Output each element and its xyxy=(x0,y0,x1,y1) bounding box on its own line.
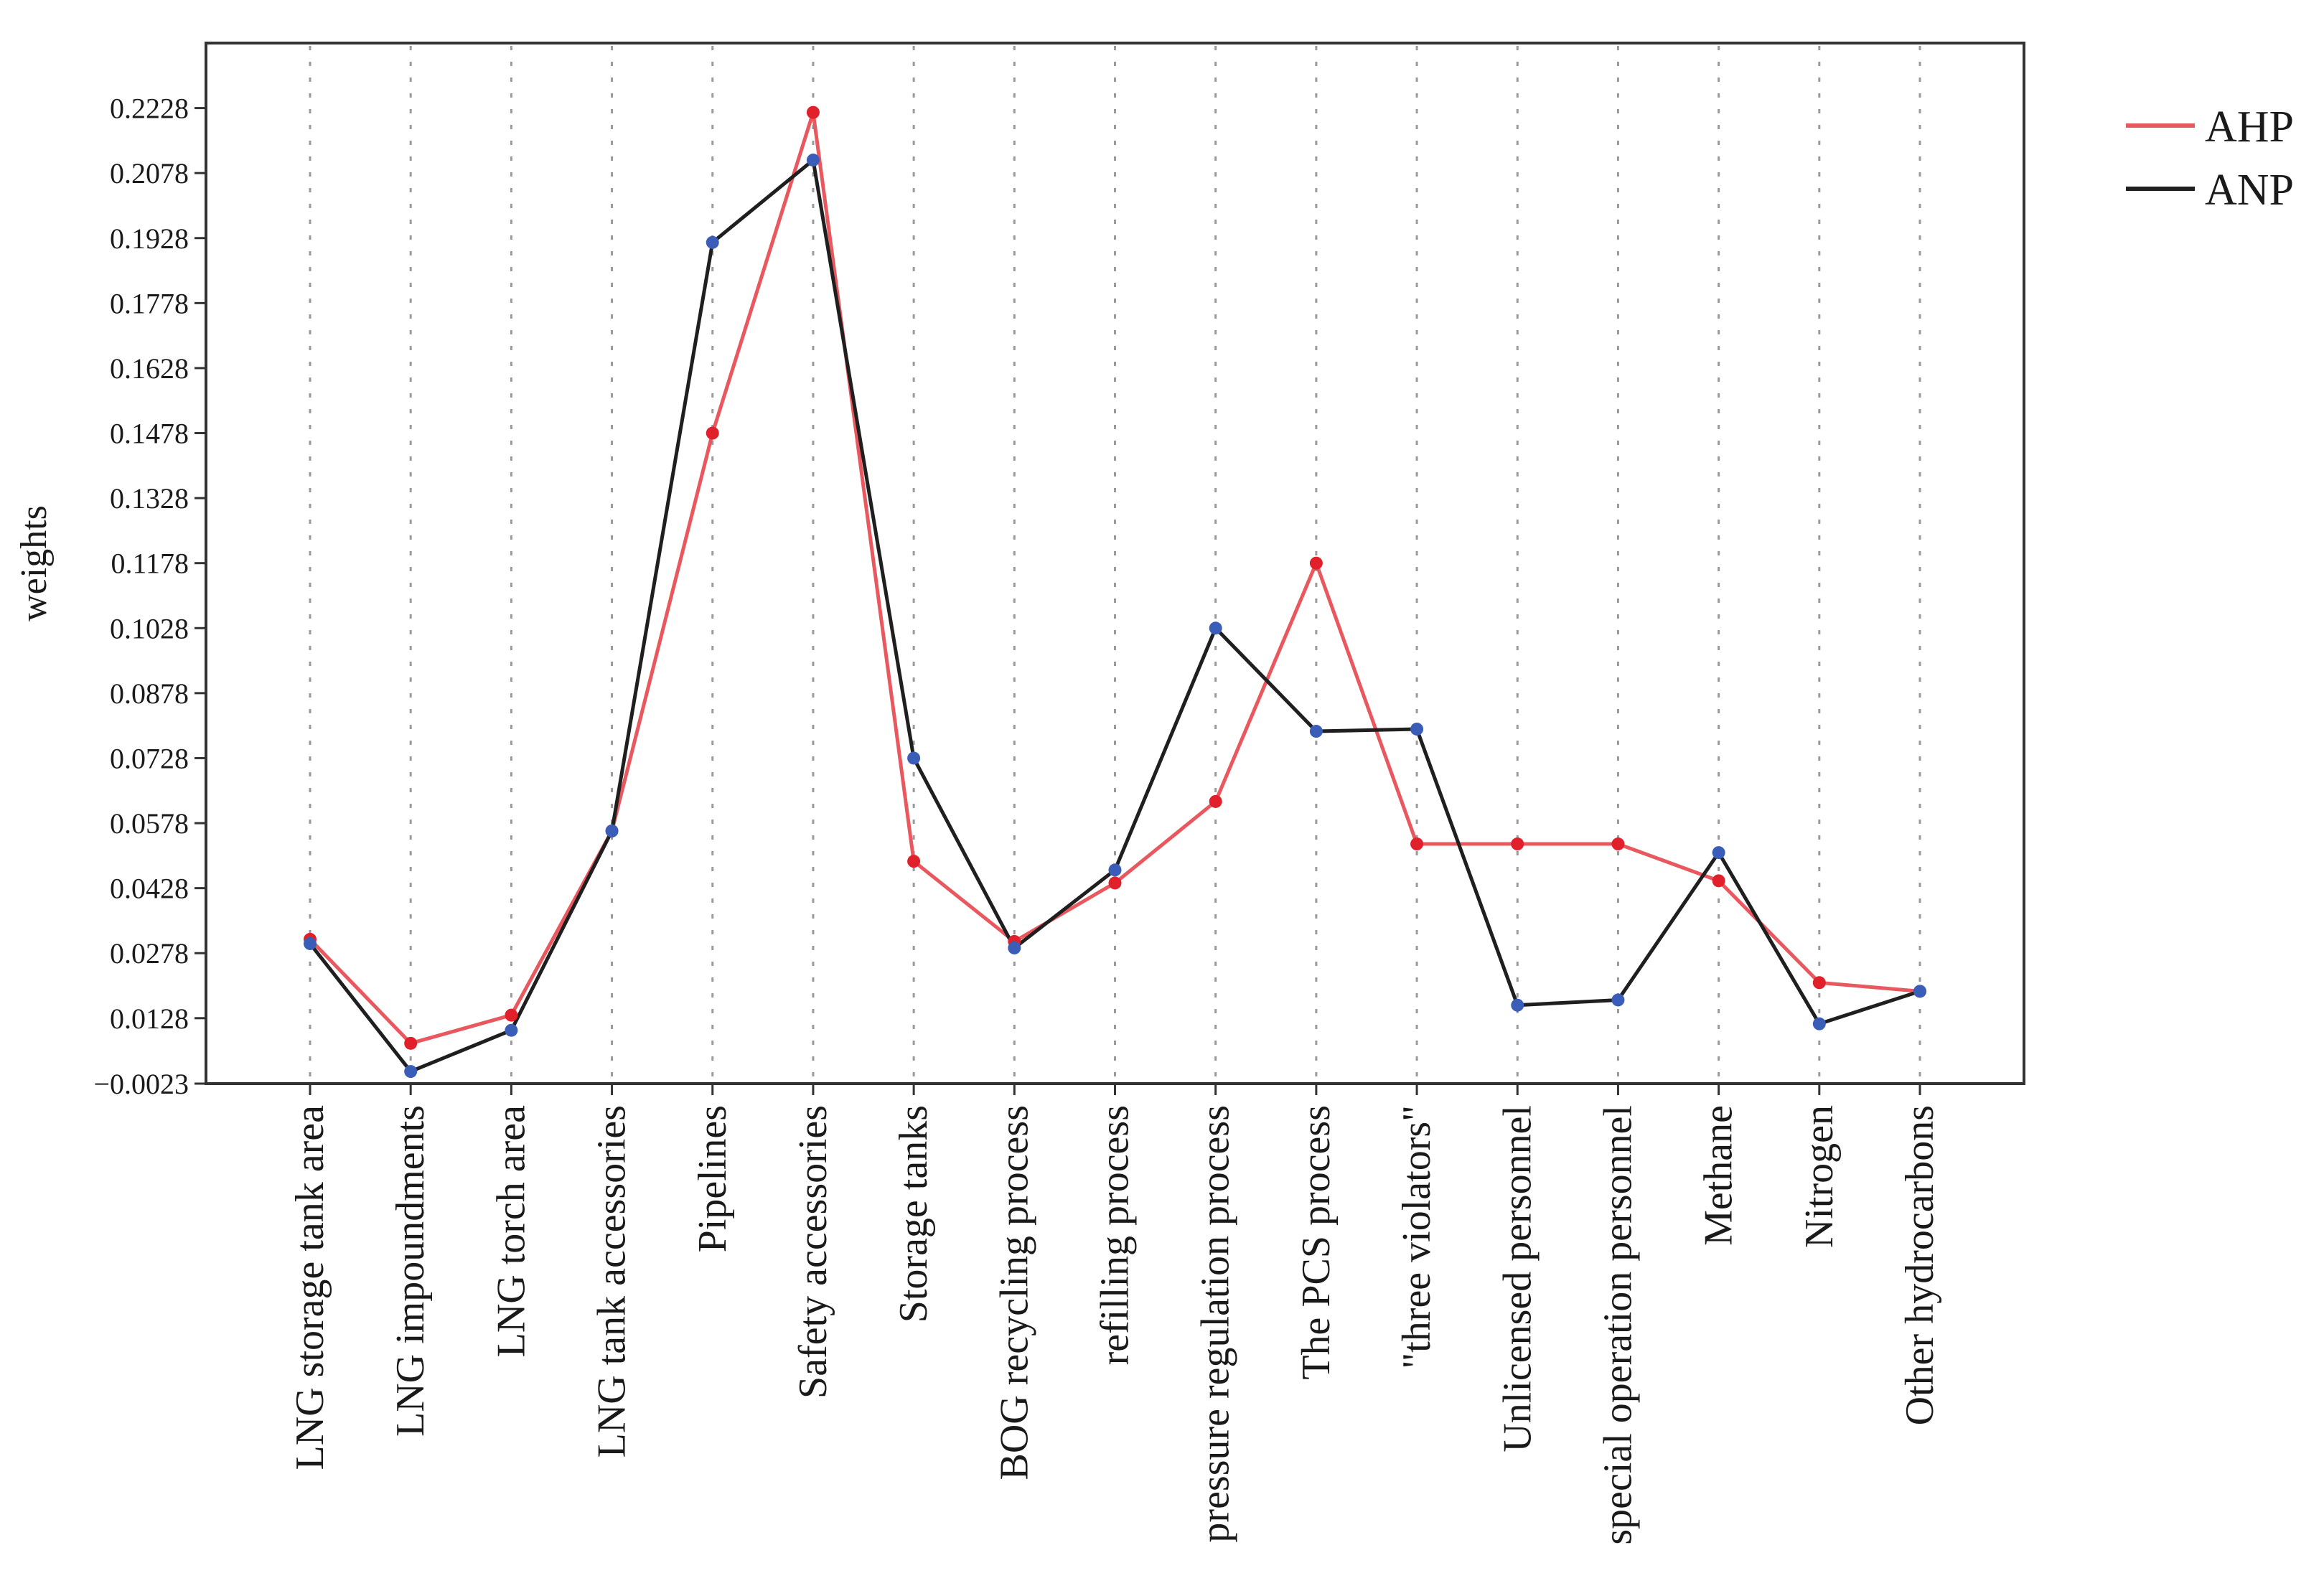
data-point-anp xyxy=(1913,985,1926,998)
data-point-anp xyxy=(1511,998,1524,1012)
data-point-ahp xyxy=(1209,794,1222,808)
data-point-anp xyxy=(1410,722,1424,736)
y-tick-label: 0.0128 xyxy=(110,1003,189,1035)
x-tick-label: "three violators" xyxy=(1395,1105,1439,1369)
data-point-anp xyxy=(1209,621,1222,635)
data-point-ahp xyxy=(806,105,820,119)
x-tick-label: special operation personnel xyxy=(1596,1105,1640,1545)
y-axis-ticks: 0.2228 0.2078 0.1928 0.1778 0.1628 0.1478 0.13… xyxy=(93,93,206,1100)
data-point-ahp xyxy=(1712,874,1725,888)
x-tick-label: pressure regulation process xyxy=(1194,1105,1238,1543)
y-tick-label: 0.0428 xyxy=(110,873,189,905)
x-axis-ticks: LNG storage tank area LNG impoundments LNG… xyxy=(288,1084,1942,1545)
x-tick-label: BOG recycling process xyxy=(992,1105,1036,1480)
data-point-anp xyxy=(806,154,820,167)
x-tick-label: Storage tanks xyxy=(891,1105,936,1323)
data-point-anp xyxy=(1812,1017,1826,1031)
x-tick-label: refilling process xyxy=(1093,1105,1138,1365)
y-tick-label: 0.0278 xyxy=(110,937,189,970)
y-tick-label: 0.0578 xyxy=(110,807,189,840)
data-point-anp xyxy=(1712,846,1725,860)
x-tick-label: Pipelines xyxy=(690,1105,735,1252)
data-point-ahp xyxy=(1108,876,1122,890)
data-point-ahp xyxy=(706,426,719,440)
x-tick-label: The PCS process xyxy=(1294,1105,1339,1380)
y-tick-label: 0.1628 xyxy=(110,352,189,385)
data-point-ahp xyxy=(1410,837,1424,851)
x-tick-label: Nitrogen xyxy=(1797,1105,1842,1248)
y-tick-label: 0.2228 xyxy=(110,93,189,125)
data-point-ahp xyxy=(907,855,921,868)
data-point-anp xyxy=(605,824,619,837)
x-tick-label: Unlicensed personnel xyxy=(1495,1105,1540,1452)
y-tick-label: 0.0728 xyxy=(110,742,189,774)
x-tick-label: LNG impoundments xyxy=(388,1105,433,1437)
data-point-anp xyxy=(706,235,719,249)
data-point-ahp xyxy=(505,1008,518,1022)
data-point-anp xyxy=(907,751,921,765)
data-point-anp xyxy=(304,937,317,950)
y-tick-label: 0.1928 xyxy=(110,222,189,255)
y-tick-label: 0.1328 xyxy=(110,482,189,515)
data-point-ahp xyxy=(1611,837,1625,851)
data-point-ahp xyxy=(1309,556,1323,570)
x-tick-label: Safety accessories xyxy=(791,1105,835,1399)
y-tick-label: 0.1028 xyxy=(110,612,189,644)
data-point-anp xyxy=(404,1065,418,1079)
y-tick-label: −0.0023 xyxy=(93,1068,189,1100)
x-tick-label: Other hydrocarbons xyxy=(1898,1105,1942,1425)
y-tick-label: 0.1178 xyxy=(111,548,189,580)
data-point-anp xyxy=(1309,725,1323,738)
data-point-anp xyxy=(1611,993,1625,1007)
x-tick-label: Methane xyxy=(1697,1105,1741,1246)
y-tick-label: 0.1478 xyxy=(110,418,189,450)
x-tick-label: LNG torch area xyxy=(489,1105,533,1358)
data-point-ahp xyxy=(1511,837,1524,851)
x-tick-label: LNG tank accessories xyxy=(590,1105,634,1457)
legend-label-anp: ANP xyxy=(2205,166,2294,215)
data-point-ahp xyxy=(404,1036,418,1050)
series-markers xyxy=(304,105,1926,1079)
x-tick-label: LNG storage tank area xyxy=(288,1105,332,1470)
y-tick-label: 0.0878 xyxy=(110,677,189,710)
y-tick-label: 0.1778 xyxy=(110,287,189,319)
legend: AHP ANP xyxy=(2126,103,2294,215)
y-axis-label: weights xyxy=(14,505,55,621)
data-point-ahp xyxy=(1812,976,1826,990)
legend-label-ahp: AHP xyxy=(2205,103,2294,151)
data-point-anp xyxy=(1008,941,1021,954)
data-point-anp xyxy=(1108,863,1122,877)
data-point-anp xyxy=(505,1023,518,1037)
y-tick-label: 0.2078 xyxy=(110,157,189,189)
